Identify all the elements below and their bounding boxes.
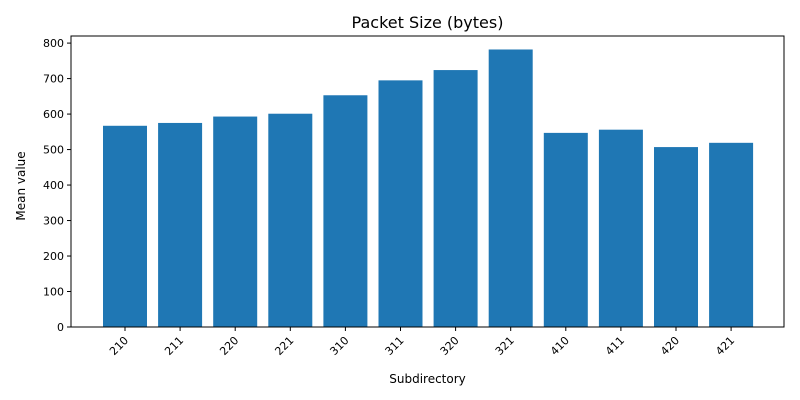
bar-221: [268, 113, 313, 327]
y-tick-label-800: 800: [43, 37, 64, 50]
bar-310: [323, 95, 368, 327]
y-tick-label-600: 600: [43, 108, 64, 121]
y-tick-label-0: 0: [57, 321, 64, 334]
x-tick-label-220: 220: [217, 334, 241, 358]
x-tick-label-210: 210: [107, 334, 131, 358]
x-tick-label-211: 211: [162, 334, 186, 358]
bar-320: [433, 70, 478, 327]
bar-420: [654, 147, 698, 327]
y-tick-label-200: 200: [43, 250, 64, 263]
bar-311: [378, 80, 423, 327]
x-tick-label-411: 411: [603, 334, 627, 358]
bar-411: [598, 129, 643, 327]
x-tick-label-221: 221: [272, 334, 296, 358]
plot-frame: [70, 35, 785, 328]
chart-title: Packet Size (bytes): [352, 13, 504, 32]
y-tick-label-400: 400: [43, 179, 64, 192]
y-tick-label-300: 300: [43, 215, 64, 228]
y-tick-label-100: 100: [43, 286, 64, 299]
x-tick-label-421: 421: [713, 334, 737, 358]
bar-211: [158, 122, 203, 327]
bar-321: [488, 49, 533, 328]
x-tick-label-320: 320: [438, 334, 462, 358]
y-axis-label: Mean value: [14, 151, 28, 220]
x-tick-label-420: 420: [658, 334, 682, 358]
x-tick-label-311: 311: [383, 334, 407, 358]
bar-410: [543, 132, 588, 327]
y-tick-label-700: 700: [43, 73, 64, 86]
x-tick-label-321: 321: [493, 334, 517, 358]
bar-421: [709, 142, 754, 327]
bar-220: [213, 116, 258, 328]
bar-210: [103, 125, 147, 327]
x-axis-label: Subdirectory: [389, 372, 466, 386]
x-axis-ticks: 210 211 220 221 310 311 320 321 410 411 420 421: [107, 327, 737, 358]
x-tick-label-310: 310: [327, 334, 351, 358]
y-tick-label-500: 500: [43, 144, 64, 157]
x-tick-label-410: 410: [548, 334, 572, 358]
bars: [103, 49, 754, 328]
y-axis-ticks: 0 100 200 300 400 500 600 700 800: [43, 37, 71, 334]
